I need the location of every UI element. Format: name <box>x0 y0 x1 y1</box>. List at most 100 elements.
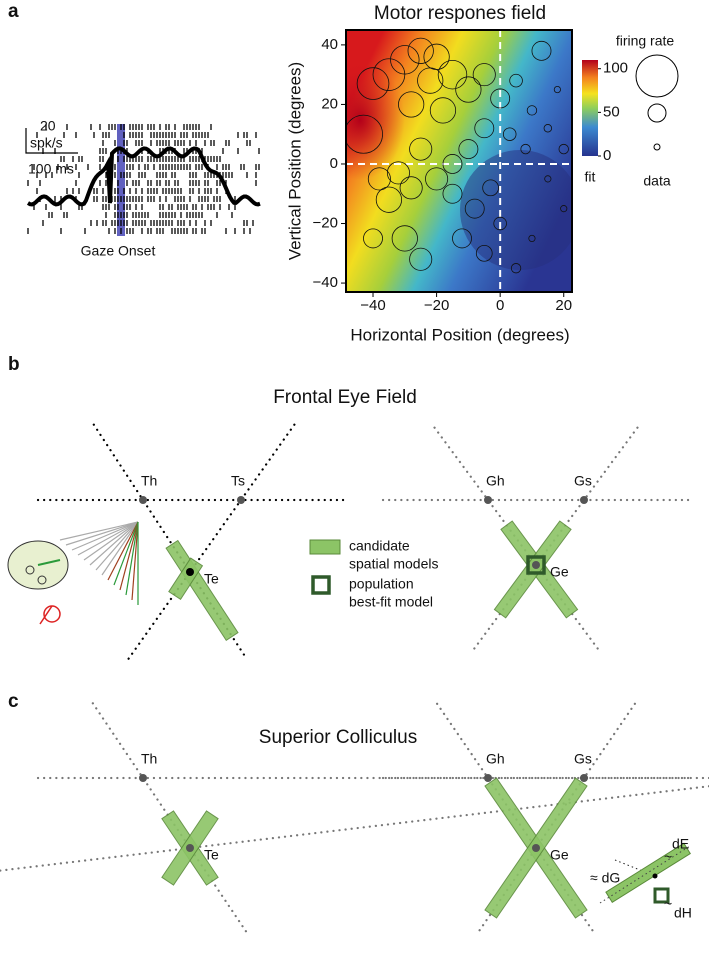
vector <box>113 521 139 586</box>
node <box>186 844 194 852</box>
inset-label: ≈ dG <box>590 870 620 886</box>
data-point <box>372 58 406 91</box>
rate-curve <box>26 146 261 207</box>
colorbar-tick-label: 100 <box>603 60 628 77</box>
data-point <box>429 97 457 124</box>
data-point <box>474 118 495 139</box>
data-point <box>458 139 479 160</box>
size-legend <box>635 54 679 151</box>
panel-label: b <box>8 354 20 375</box>
node <box>186 568 194 576</box>
data-point <box>543 124 553 133</box>
legend-text: spatial models <box>349 556 439 572</box>
scale-bar <box>25 128 78 154</box>
chart-title: Motor respones field <box>374 3 546 24</box>
legend-text: best-fit model <box>349 594 433 610</box>
scale-y-unit: spk/s <box>30 135 63 151</box>
node <box>237 496 245 504</box>
data-point <box>553 85 561 94</box>
data-point <box>544 175 552 183</box>
data-point <box>482 179 499 197</box>
vector <box>119 521 139 591</box>
raster <box>26 124 261 236</box>
data-point <box>528 234 536 242</box>
node-label: Gh <box>486 751 505 767</box>
data-point <box>375 186 403 213</box>
node <box>532 844 540 852</box>
legend-bar <box>309 539 341 555</box>
inset-tilde: ~ <box>664 896 672 912</box>
legend-text: candidate <box>349 538 410 554</box>
axis-line <box>127 423 296 661</box>
colorbar-title: firing rate <box>616 33 675 49</box>
y-tick-label: −20 <box>313 214 338 231</box>
panel-label: a <box>8 1 19 22</box>
node <box>580 496 588 504</box>
vector <box>125 521 139 596</box>
colorbar <box>582 60 598 156</box>
heatmap <box>346 30 572 292</box>
vector <box>83 521 139 561</box>
data-point <box>502 127 517 141</box>
inset-label: dE <box>672 836 689 852</box>
data-point <box>509 73 523 88</box>
data-point <box>472 63 496 87</box>
data-point <box>452 228 472 249</box>
node <box>580 774 588 782</box>
vector <box>95 521 139 571</box>
data-point <box>442 154 463 174</box>
inset <box>599 842 691 904</box>
data-point <box>409 137 433 161</box>
best-fit <box>526 555 546 575</box>
data-point <box>417 67 444 94</box>
legend-box <box>311 575 331 595</box>
data-point <box>526 105 538 116</box>
node-label: Gs <box>574 473 592 489</box>
data-point <box>531 40 552 61</box>
model-bar <box>165 539 239 641</box>
node-label: Ge <box>550 564 569 580</box>
axis-line <box>0 785 709 872</box>
node-label: Gs <box>574 751 592 767</box>
data-point <box>442 183 463 204</box>
data-point <box>437 59 468 90</box>
event-band <box>117 124 125 236</box>
scale-y: 20 <box>40 118 56 134</box>
fit-label: fit <box>585 169 596 185</box>
x-tick-label: −20 <box>424 297 449 314</box>
legend-text: population <box>349 576 414 592</box>
x-tick-label: 0 <box>496 297 504 314</box>
vector <box>89 521 139 566</box>
vector <box>77 521 139 556</box>
panel-label: c <box>8 691 19 712</box>
node-label: Th <box>141 751 157 767</box>
plot-frame <box>345 29 573 293</box>
vector <box>107 521 139 581</box>
vector <box>71 521 139 551</box>
node <box>139 496 147 504</box>
node-label: Te <box>204 847 219 863</box>
colorbar-tick-label: 50 <box>603 103 620 120</box>
data-point <box>356 67 390 100</box>
vector <box>131 521 139 601</box>
scale-x: 100 ms <box>28 161 74 177</box>
node <box>139 774 147 782</box>
node-label: Ts <box>231 473 245 489</box>
inset-label: dH <box>674 905 692 921</box>
node-label: Th <box>141 473 157 489</box>
eye-diagram <box>7 521 139 625</box>
axis-line <box>92 423 248 661</box>
panel-title: Superior Colliculus <box>259 727 417 748</box>
panel-title: Frontal Eye Field <box>273 387 417 408</box>
data-point <box>490 88 511 109</box>
colorbar-tick-label: 0 <box>603 147 611 164</box>
y-tick-label: 40 <box>321 36 338 53</box>
data-point <box>409 247 433 271</box>
vector <box>101 521 139 576</box>
node-label: Gh <box>486 473 505 489</box>
data-point <box>391 225 418 252</box>
data-point <box>398 91 425 118</box>
data-point <box>558 143 569 155</box>
event-label: Gaze Onset <box>81 243 156 259</box>
